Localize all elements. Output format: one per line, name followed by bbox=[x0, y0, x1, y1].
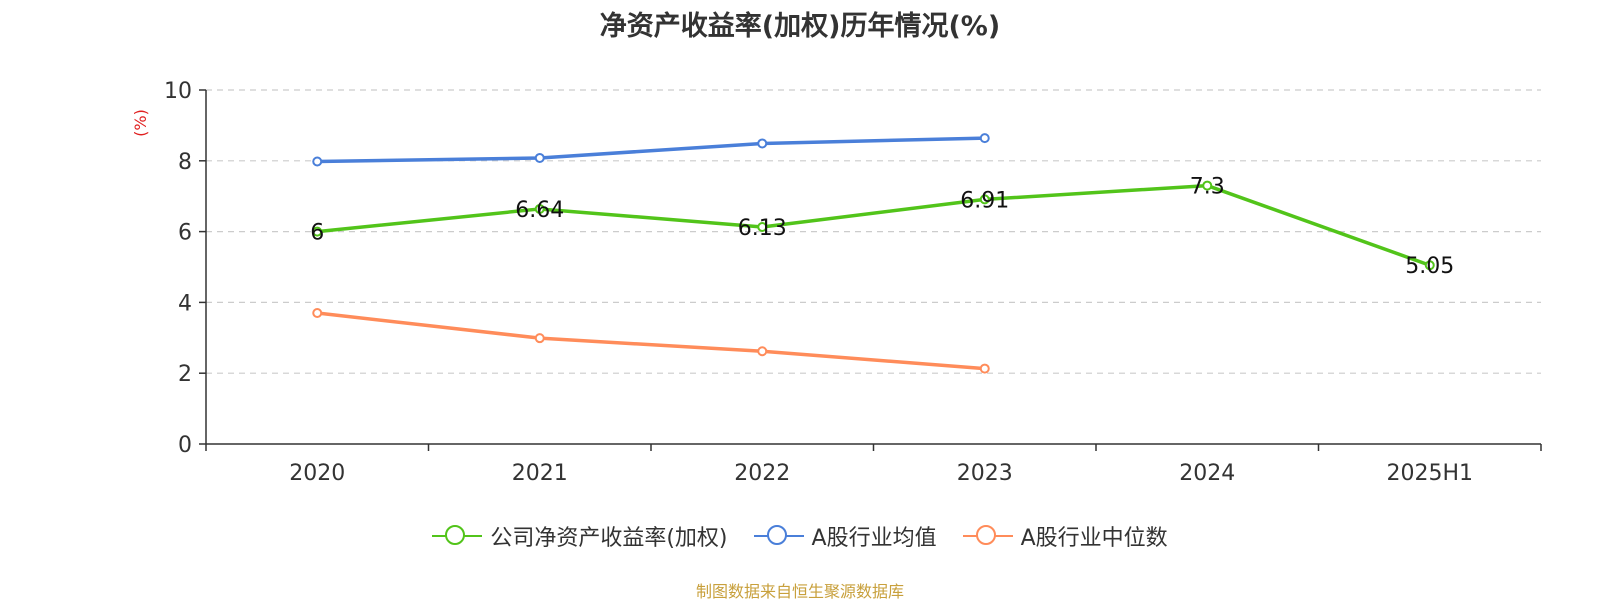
data-point bbox=[534, 152, 545, 163]
data-label: 7.3 bbox=[1190, 175, 1225, 200]
legend-marker-industry-median bbox=[962, 524, 1013, 548]
data-point bbox=[534, 333, 545, 344]
legend-item-industry-avg[interactable]: A股行业均值 bbox=[753, 520, 937, 552]
series-line bbox=[317, 136, 985, 164]
data-label: 5.05 bbox=[1405, 254, 1454, 279]
legend-marker-industry-avg bbox=[753, 524, 804, 548]
data-label: 6.91 bbox=[960, 188, 1009, 213]
legend-item-industry-median[interactable]: A股行业中位数 bbox=[962, 520, 1168, 552]
data-point bbox=[979, 133, 990, 144]
data-point bbox=[312, 156, 323, 167]
legend-item-company[interactable]: 公司净资产收益率(加权) bbox=[432, 520, 728, 552]
x-tick-label: 2025H1 bbox=[1386, 461, 1473, 486]
y-tick-label: 2 bbox=[178, 362, 192, 387]
legend-label-industry-median: A股行业中位数 bbox=[1020, 526, 1168, 551]
x-tick-label: 2024 bbox=[1179, 461, 1235, 486]
data-point bbox=[1424, 260, 1435, 271]
data-label: 6.13 bbox=[738, 216, 787, 241]
x-tick-label: 2023 bbox=[957, 461, 1013, 486]
axes: 0 2 4 6 8 10 2020 2021 2022 2023 2024 2025H1 bbox=[164, 79, 1542, 486]
chart-title: 净资产收益率(加权)历年情况(%) bbox=[599, 11, 1001, 42]
x-tick-label: 2020 bbox=[289, 461, 345, 486]
series-line bbox=[317, 311, 985, 371]
data-point bbox=[312, 226, 323, 237]
y-tick-label: 0 bbox=[178, 433, 192, 458]
y-axis-label: (%) bbox=[131, 109, 150, 137]
legend-label-company: 公司净资产收益率(加权) bbox=[490, 526, 728, 551]
source-note: 制图数据来自恒生聚源数据库 bbox=[695, 582, 904, 601]
data-point bbox=[534, 203, 545, 214]
y-tick-label: 4 bbox=[178, 291, 192, 316]
data-labels: 6 6.64 6.13 6.91 7.3 5.05 bbox=[310, 175, 1454, 280]
data-point bbox=[1202, 180, 1213, 191]
y-tick-label: 8 bbox=[178, 150, 192, 175]
legend-label-industry-avg: A股行业均值 bbox=[811, 526, 937, 551]
data-label: 6 bbox=[310, 221, 324, 246]
series-line bbox=[317, 183, 1431, 267]
data-point bbox=[312, 308, 323, 319]
y-tick-label: 10 bbox=[164, 79, 192, 104]
y-tick-label: 6 bbox=[178, 221, 192, 246]
data-point bbox=[757, 346, 768, 357]
data-point bbox=[757, 138, 768, 149]
legend: 公司净资产收益率(加权) A股行业均值 A股行业中位数 bbox=[0, 520, 1600, 552]
data-point bbox=[979, 194, 990, 205]
data-point bbox=[757, 221, 768, 232]
x-tick-label: 2021 bbox=[512, 461, 568, 486]
data-point bbox=[979, 363, 990, 374]
x-tick-label: 2022 bbox=[734, 461, 790, 486]
data-label: 6.64 bbox=[515, 198, 564, 223]
legend-marker-company bbox=[432, 524, 483, 548]
series-lines bbox=[312, 133, 1435, 374]
